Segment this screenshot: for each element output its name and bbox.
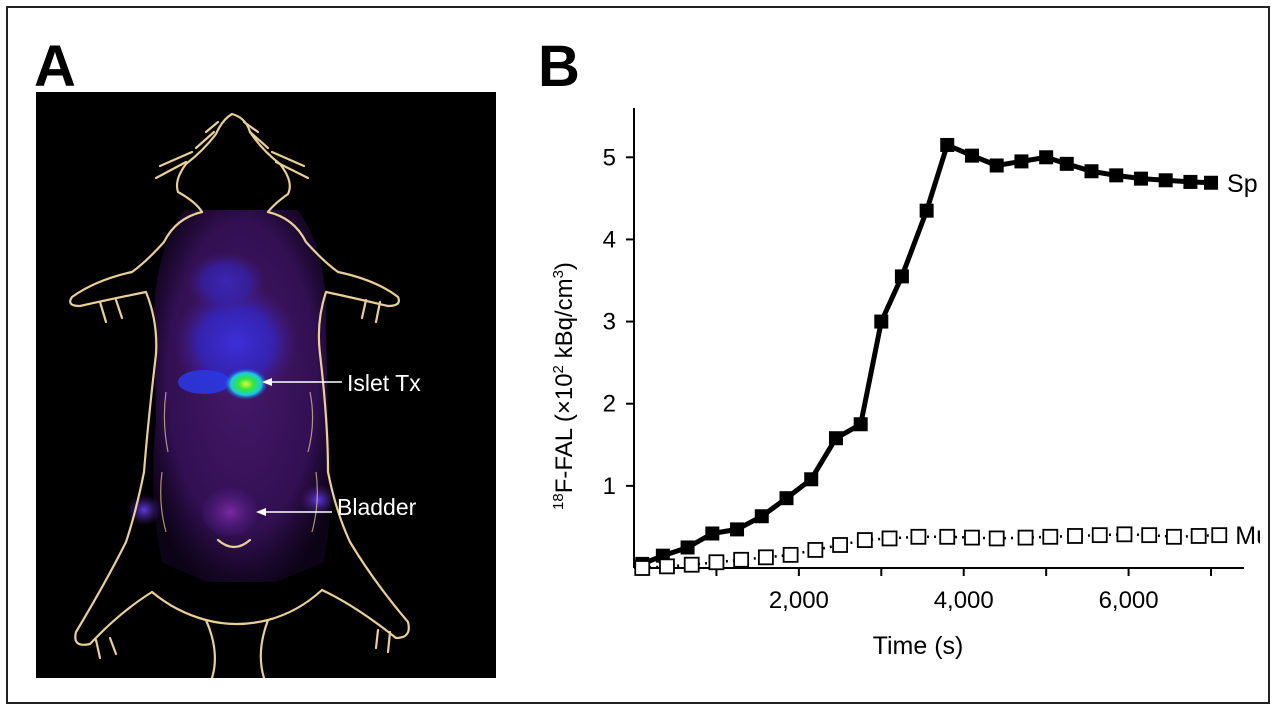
data-point-sp bbox=[1039, 150, 1054, 165]
data-point-sp bbox=[964, 148, 979, 163]
data-point-mu bbox=[881, 530, 898, 547]
series-line-mu bbox=[642, 533, 1220, 570]
data-point-sp bbox=[1183, 174, 1198, 189]
data-point-mu bbox=[988, 530, 1005, 547]
y-label-main: F-FAL (×10 bbox=[551, 373, 578, 493]
series-sp: Sp bbox=[635, 137, 1258, 571]
data-point-mu bbox=[807, 542, 824, 558]
series-label-sp: Sp bbox=[1227, 170, 1258, 198]
data-point-sp bbox=[989, 158, 1004, 173]
series-label-mu: Mu bbox=[1235, 522, 1260, 550]
panel-b-letter: B bbox=[538, 34, 580, 99]
series-mu: Mu bbox=[634, 522, 1260, 576]
data-point-sp bbox=[804, 472, 819, 487]
data-point-sp bbox=[1109, 168, 1124, 183]
islet-tx-label: Islet Tx bbox=[347, 370, 421, 396]
data-point-sp bbox=[779, 491, 794, 506]
data-point-sp bbox=[1158, 173, 1173, 188]
data-point-sp bbox=[940, 137, 955, 152]
data-point-sp bbox=[680, 540, 695, 555]
x-tick-label: 4,000 bbox=[934, 587, 994, 614]
bladder-label: Bladder bbox=[337, 494, 417, 520]
figure-frame bbox=[6, 6, 1270, 704]
x-axis-ticks: 2,000 4,000 6,000 bbox=[715, 568, 1213, 614]
data-point-sp bbox=[1014, 154, 1029, 169]
data-point-sp bbox=[754, 509, 769, 524]
y-tick-label: 1 bbox=[603, 473, 616, 500]
data-point-sp bbox=[730, 522, 745, 537]
y-label-sup2: 2 bbox=[550, 365, 567, 373]
data-point-mu bbox=[832, 537, 848, 553]
data-point-mu bbox=[1141, 527, 1158, 544]
data-point-mu bbox=[1091, 527, 1108, 544]
y-tick-label: 5 bbox=[603, 144, 616, 171]
data-point-mu bbox=[1166, 528, 1182, 545]
time-activity-chart: 2,000 4,000 6,000 1 2 3 4 5 Sp Mu Time (s) 18F-… bbox=[550, 108, 1260, 660]
series-layer: Sp Mu bbox=[634, 137, 1260, 576]
y-label-sup: 18 bbox=[550, 493, 567, 510]
data-point-mu bbox=[856, 532, 873, 548]
data-point-mu bbox=[939, 528, 956, 545]
x-tick-label: 2,000 bbox=[769, 587, 829, 614]
data-point-sp bbox=[874, 314, 889, 329]
data-point-sp bbox=[1059, 156, 1074, 171]
pet-scan-image: Islet Tx Bladder bbox=[36, 92, 496, 678]
y-tick-label: 2 bbox=[603, 391, 616, 418]
y-label-close: ) bbox=[551, 262, 578, 270]
y-axis-label: 18F-FAL (×102 kBq/cm3) bbox=[550, 262, 578, 510]
data-point-mu bbox=[733, 551, 750, 568]
data-point-mu bbox=[634, 560, 651, 576]
x-axis-label: Time (s) bbox=[873, 632, 964, 660]
pet-scan-illustration bbox=[69, 112, 410, 678]
data-point-sp bbox=[705, 526, 720, 541]
data-point-sp bbox=[853, 417, 868, 432]
data-point-mu bbox=[782, 546, 799, 563]
y-tick-label: 4 bbox=[603, 226, 616, 253]
mouse-outline bbox=[69, 112, 410, 678]
panel-a-letter: A bbox=[34, 34, 76, 99]
data-point-mu bbox=[683, 556, 700, 573]
y-tick-label: 3 bbox=[603, 309, 616, 336]
data-point-mu bbox=[1042, 528, 1059, 545]
y-label-tail: kBq/cm bbox=[551, 278, 578, 365]
y-label-sup3: 3 bbox=[550, 270, 567, 278]
data-point-mu bbox=[1190, 528, 1207, 544]
data-point-sp bbox=[894, 269, 909, 284]
data-point-mu bbox=[964, 529, 980, 546]
x-tick-label: 6,000 bbox=[1099, 587, 1159, 614]
y-axis-ticks: 1 2 3 4 5 bbox=[603, 144, 634, 500]
data-point-mu bbox=[659, 558, 675, 575]
data-point-mu bbox=[1211, 527, 1228, 544]
data-point-mu bbox=[757, 549, 774, 566]
data-point-sp bbox=[1133, 171, 1148, 186]
data-point-mu bbox=[910, 528, 927, 545]
data-point-mu bbox=[1017, 529, 1034, 546]
data-point-sp bbox=[919, 203, 934, 218]
data-point-mu bbox=[1067, 528, 1083, 544]
pointer-arrows bbox=[256, 378, 342, 516]
data-point-sp bbox=[828, 431, 843, 446]
data-point-sp bbox=[1204, 175, 1219, 190]
chart-axes bbox=[633, 108, 1244, 569]
data-point-mu bbox=[1116, 526, 1133, 543]
data-point-sp bbox=[1084, 164, 1099, 179]
data-point-mu bbox=[708, 554, 725, 571]
